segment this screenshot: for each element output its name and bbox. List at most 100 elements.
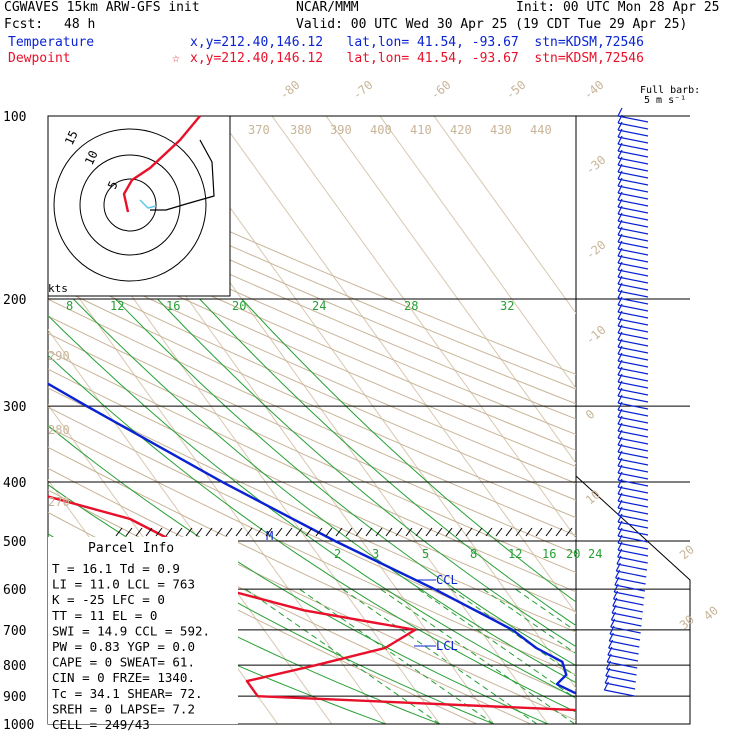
dry-adiabat bbox=[48, 315, 576, 555]
wind-barb bbox=[617, 353, 649, 361]
wind-barb bbox=[617, 227, 649, 235]
dry-adiabat bbox=[48, 446, 576, 698]
pressure-tick-label: 900 bbox=[3, 690, 26, 705]
parcel-info-row: LI = 11.0 LCL = 763 bbox=[52, 577, 195, 592]
wind-barb bbox=[617, 262, 649, 270]
wind-barb bbox=[617, 122, 649, 130]
dry-adiabat bbox=[48, 176, 576, 405]
wind-barb-feather bbox=[617, 415, 623, 425]
pressure-tick-label: 700 bbox=[3, 624, 26, 639]
mixing-ratio-label: 28 bbox=[404, 299, 418, 313]
hatch-mark bbox=[125, 527, 133, 537]
wind-barb bbox=[617, 409, 649, 417]
dry-adiabat bbox=[48, 149, 576, 375]
wind-barb-feather bbox=[617, 443, 623, 453]
wind-barb bbox=[617, 472, 649, 480]
wind-barb bbox=[609, 633, 641, 641]
temperature-legend: Temperature bbox=[8, 35, 95, 50]
wind-barb-feather bbox=[610, 611, 616, 621]
temperature-point bbox=[645, 710, 647, 712]
wind-barb-feather bbox=[617, 170, 623, 180]
wind-barb bbox=[617, 367, 649, 375]
isotherm-label: -30 bbox=[583, 153, 609, 178]
wind-barb bbox=[617, 290, 649, 298]
wind-barb-feather bbox=[617, 520, 623, 530]
wind-barb bbox=[617, 255, 649, 263]
mixing-ratio-label: 16 bbox=[166, 299, 180, 313]
barb-legend-line1: Full barb: bbox=[640, 85, 701, 96]
wind-barb bbox=[617, 269, 649, 277]
wind-barb-feather bbox=[617, 345, 623, 355]
wind-barb-feather bbox=[617, 128, 623, 138]
valid-time: Valid: 00 UTC Wed 30 Apr 25 (19 CDT Tue … bbox=[296, 17, 688, 32]
hatch-mark bbox=[225, 527, 233, 537]
wind-barb bbox=[617, 507, 649, 515]
isotherm-line bbox=[433, 116, 576, 315]
hatch-mark bbox=[385, 527, 393, 537]
wind-barb bbox=[617, 157, 649, 165]
wind-barb bbox=[617, 178, 649, 186]
theta-label: 280 bbox=[48, 423, 70, 437]
hatch-mark bbox=[465, 527, 473, 537]
hodograph-units: kts bbox=[48, 282, 68, 295]
wind-barb bbox=[617, 199, 649, 207]
wind-barb bbox=[617, 451, 649, 459]
mixing-ratio-label: 2 bbox=[334, 547, 341, 561]
theta-label: 440 bbox=[530, 123, 552, 137]
hatch-mark bbox=[315, 527, 323, 537]
wind-barb-feather bbox=[617, 457, 623, 467]
theta-label: 270 bbox=[48, 495, 70, 509]
mixing-ratio-label: 24 bbox=[312, 299, 326, 313]
wind-barb-feather bbox=[617, 135, 623, 145]
hodograph-ring bbox=[53, 128, 207, 282]
wind-barb-feather bbox=[617, 233, 623, 243]
m-annotation: M bbox=[266, 529, 273, 543]
wind-barb bbox=[617, 213, 649, 221]
wind-barb-feather bbox=[608, 639, 614, 649]
dewpoint-point bbox=[246, 680, 248, 682]
wind-barb-feather bbox=[617, 198, 623, 208]
dry-adiabat bbox=[48, 235, 576, 468]
wind-barb bbox=[617, 374, 649, 382]
hatch-mark bbox=[475, 527, 483, 537]
wind-barb bbox=[617, 381, 649, 389]
hatch-mark bbox=[135, 527, 143, 537]
mixing-ratio-label: 20 bbox=[566, 547, 580, 561]
wind-barb bbox=[614, 584, 646, 592]
wind-barb-feather bbox=[617, 240, 623, 250]
wind-barb-feather bbox=[616, 555, 622, 565]
hatch-mark bbox=[205, 527, 213, 537]
parcel-info-title: Parcel Info bbox=[88, 541, 174, 556]
dry-adiabat bbox=[48, 266, 576, 501]
temperature-point bbox=[334, 540, 336, 542]
parcel-info-row: SWI = 14.9 CCL = 592. bbox=[52, 623, 210, 638]
wind-barb-feather bbox=[617, 387, 623, 397]
org-label: NCAR/MMM bbox=[296, 0, 359, 15]
wind-barb-feather bbox=[617, 422, 623, 432]
wind-barb-feather bbox=[617, 114, 623, 124]
wind-barb bbox=[617, 486, 649, 494]
hatch-mark bbox=[215, 527, 223, 537]
dry-adiabat bbox=[48, 298, 576, 537]
wind-barb bbox=[617, 150, 649, 158]
temperature-point bbox=[511, 629, 514, 631]
wind-barb-feather bbox=[617, 247, 623, 257]
ccl-annotation: CCL bbox=[436, 573, 458, 587]
dewpoint-star-icon: ☆ bbox=[172, 51, 180, 66]
wind-barb-feather bbox=[617, 408, 623, 418]
dewpoint-point bbox=[315, 664, 318, 666]
wind-barb-feather bbox=[617, 331, 623, 341]
dry-adiabat bbox=[48, 368, 576, 613]
dry-adiabat bbox=[48, 220, 576, 451]
wind-barb-feather bbox=[617, 219, 623, 229]
hatch-mark bbox=[195, 527, 203, 537]
mixing-ratio-label: 12 bbox=[110, 299, 124, 313]
hatch-mark bbox=[175, 527, 183, 537]
hatch-mark bbox=[165, 527, 173, 537]
isotherm-label: 30 bbox=[677, 612, 697, 632]
isotherm-label: 20 bbox=[677, 542, 697, 562]
parcel-info-row: CELL = 249/43 bbox=[52, 717, 150, 732]
wind-barb bbox=[617, 339, 649, 347]
wind-barb bbox=[608, 647, 639, 655]
wind-barb-feather bbox=[617, 261, 623, 271]
